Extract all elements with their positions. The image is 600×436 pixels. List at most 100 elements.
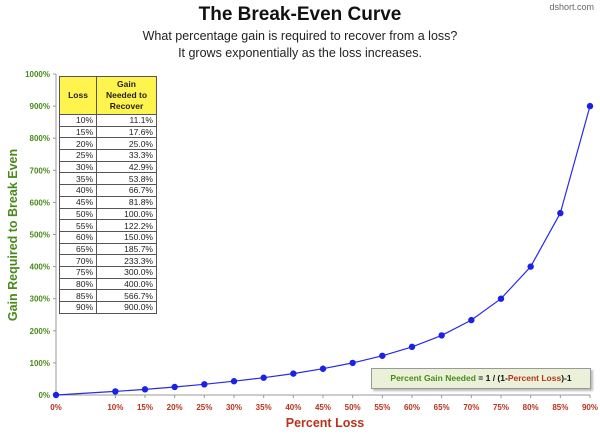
gain-cell: 17.6% xyxy=(96,125,157,139)
x-tick-label: 70% xyxy=(463,403,479,412)
x-tick-label: 30% xyxy=(226,403,242,412)
data-point xyxy=(438,332,445,339)
data-point xyxy=(290,370,297,377)
data-point xyxy=(112,388,119,395)
loss-cell: 50% xyxy=(59,207,97,221)
x-tick-label: 65% xyxy=(434,403,450,412)
x-tick-label: 60% xyxy=(404,403,420,412)
loss-column-header: Loss xyxy=(59,76,97,115)
y-tick-label: 900% xyxy=(30,102,50,111)
table-row: 50% 100.0% xyxy=(59,207,157,221)
y-tick-label: 100% xyxy=(30,359,50,368)
loss-cell: 55% xyxy=(59,219,97,232)
formula-loss-term: Percent Loss xyxy=(507,373,562,383)
loss-cell: 20% xyxy=(59,137,97,151)
loss-cell: 40% xyxy=(59,184,97,197)
data-point xyxy=(171,383,178,391)
x-tick-label: 0% xyxy=(50,403,62,412)
gain-cell: 33.3% xyxy=(96,149,157,162)
table-row: 30% 42.9% xyxy=(59,160,157,174)
x-tick-label: 25% xyxy=(196,403,212,412)
loss-cell: 70% xyxy=(59,254,97,267)
gain-cell: 53.8% xyxy=(96,172,157,186)
formula-tail: )-1 xyxy=(561,373,572,383)
x-tick-label: 15% xyxy=(137,403,153,412)
data-point xyxy=(527,263,534,270)
loss-cell: 75% xyxy=(59,265,97,279)
data-point xyxy=(379,352,386,359)
x-tick-label: 80% xyxy=(523,403,539,412)
gain-cell: 400.0% xyxy=(96,277,157,291)
data-point xyxy=(468,316,475,324)
data-point xyxy=(497,295,505,302)
data-point xyxy=(230,378,238,385)
loss-cell: 60% xyxy=(59,230,97,244)
gain-header-line1: Gain xyxy=(117,79,136,89)
y-tick-label: 800% xyxy=(30,134,50,143)
y-axis-title: Gain Required to Break Even xyxy=(6,148,20,322)
gain-cell: 233.3% xyxy=(96,254,157,267)
data-point xyxy=(260,374,267,381)
data-point xyxy=(557,209,564,217)
x-tick-label: 45% xyxy=(315,403,331,412)
table-row: 10% 11.1% xyxy=(59,114,157,127)
loss-cell: 85% xyxy=(59,289,97,302)
x-tick-label: 55% xyxy=(374,403,390,412)
chart-subtitle-line2: It grows exponentially as the loss incre… xyxy=(178,46,422,60)
formula-gain-term: Percent Gain Needed xyxy=(390,373,476,383)
gain-cell: 11.1% xyxy=(96,114,157,127)
table-row: 25% 33.3% xyxy=(59,149,157,162)
gain-cell: 150.0% xyxy=(96,230,157,244)
table-header-row: Loss Gain Needed to Recover xyxy=(59,76,157,115)
loss-cell: 45% xyxy=(59,195,97,209)
gain-cell: 66.7% xyxy=(96,184,157,197)
table-row: 70% 233.3% xyxy=(59,254,157,267)
x-tick-label: 50% xyxy=(345,403,361,412)
formula-operator: = 1 / (1- xyxy=(475,373,508,383)
gain-cell: 25.0% xyxy=(96,137,157,151)
loss-cell: 10% xyxy=(59,114,97,127)
formula-box: Percent Gain Needed = 1 / (1-Percent Los… xyxy=(371,368,591,389)
x-tick-label: 40% xyxy=(285,403,301,412)
x-tick-label: 85% xyxy=(552,403,568,412)
gain-cell: 300.0% xyxy=(96,265,157,279)
gain-column-header: Gain Needed to Recover xyxy=(96,76,157,115)
gain-cell: 42.9% xyxy=(96,160,157,174)
gain-cell: 81.8% xyxy=(96,195,157,209)
gain-header-line3: Recover xyxy=(109,101,144,111)
loss-cell: 80% xyxy=(59,277,97,291)
y-tick-label: 700% xyxy=(30,166,50,175)
table-row: 60% 150.0% xyxy=(59,230,157,244)
chart-title: The Break-Even Curve xyxy=(198,4,402,25)
table-row: 35% 53.8% xyxy=(59,172,157,186)
table-row: 15% 17.6% xyxy=(59,125,157,139)
data-point xyxy=(319,365,327,372)
table-body: 10% 11.1% 15% 17.6% 20% 25.0% 25% 33.3% 30% 42.9%… xyxy=(59,114,157,314)
table-row: 85% 566.7% xyxy=(59,289,157,302)
gain-cell: 566.7% xyxy=(96,289,157,302)
chart-subtitle-line1: What percentage gain is required to reco… xyxy=(142,29,458,43)
loss-cell: 15% xyxy=(59,125,97,139)
table-row: 55% 122.2% xyxy=(59,219,157,232)
x-tick-label: 75% xyxy=(493,403,509,412)
table-row: 80% 400.0% xyxy=(59,277,157,291)
table-row: 40% 66.7% xyxy=(59,184,157,197)
data-point xyxy=(52,391,60,399)
data-point xyxy=(586,102,594,110)
data-point xyxy=(408,343,416,351)
x-axis-title: Percent Loss xyxy=(285,416,365,430)
y-tick-label: 200% xyxy=(30,327,50,336)
table-row: 20% 25.0% xyxy=(59,137,157,151)
y-tick-label: 400% xyxy=(30,263,50,272)
table-row: 75% 300.0% xyxy=(59,265,157,279)
y-tick-label: 600% xyxy=(30,198,50,207)
y-tick-label: 1000% xyxy=(25,70,50,79)
loss-cell: 65% xyxy=(59,242,97,256)
loss-cell: 25% xyxy=(59,149,97,162)
loss-cell: 90% xyxy=(59,301,97,314)
gain-cell: 122.2% xyxy=(96,219,157,232)
x-tick-label: 10% xyxy=(107,403,123,412)
table-row: 65% 185.7% xyxy=(59,242,157,256)
break-even-curve xyxy=(55,105,591,396)
